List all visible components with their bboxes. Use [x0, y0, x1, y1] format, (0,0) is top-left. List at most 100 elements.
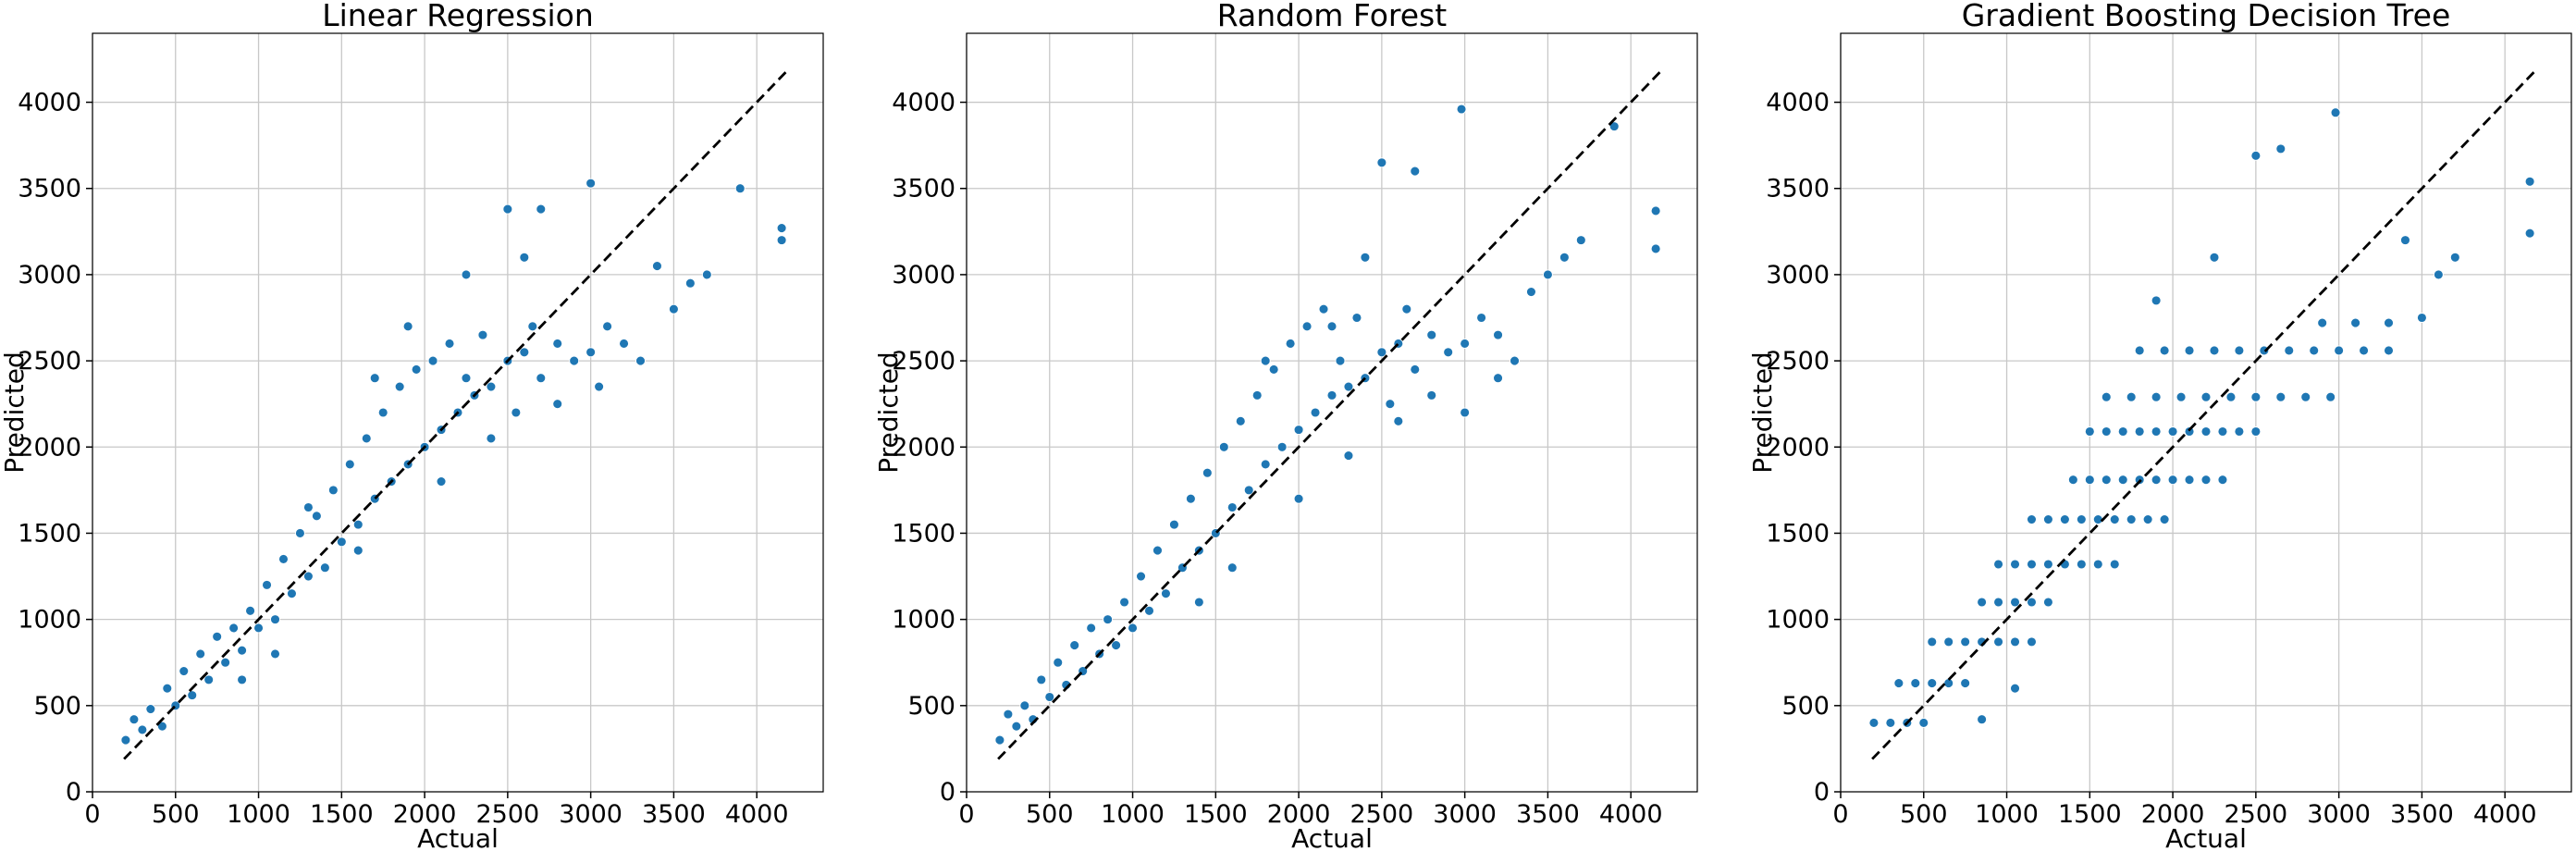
data-point	[1185, 493, 1196, 504]
data-point	[302, 502, 314, 512]
y-tick-label: 3000	[1766, 261, 1830, 290]
data-point	[237, 674, 248, 685]
data-point	[552, 339, 563, 349]
data-point	[2092, 559, 2103, 570]
data-point	[2027, 636, 2037, 648]
plot-frame	[966, 32, 1698, 793]
data-point	[302, 571, 314, 582]
data-point	[2250, 426, 2262, 437]
data-point	[262, 579, 272, 590]
data-point	[2384, 345, 2394, 356]
y-tick-label: 500	[1781, 692, 1830, 721]
data-point	[2524, 228, 2535, 239]
data-point	[552, 399, 563, 410]
y-tick-label: 1000	[1766, 606, 1830, 635]
data-point	[2225, 391, 2237, 402]
data-point	[2076, 514, 2087, 524]
data-point	[137, 724, 148, 735]
data-point	[2151, 426, 2162, 437]
data-point	[1251, 389, 1263, 401]
y-tick-label: 1500	[892, 519, 955, 548]
data-point	[1510, 355, 1520, 366]
data-point	[1410, 166, 1421, 177]
x-tick-label: 500	[1026, 800, 1074, 829]
data-point	[2109, 559, 2120, 570]
data-point	[2010, 636, 2020, 648]
data-point	[2159, 345, 2170, 356]
data-point	[2042, 597, 2053, 608]
data-point	[2084, 426, 2095, 437]
data-point	[1343, 381, 1354, 392]
data-point	[1493, 329, 1503, 340]
data-point	[2175, 391, 2187, 402]
data-point	[1326, 321, 1337, 332]
data-point	[2027, 559, 2037, 570]
data-point	[1260, 459, 1271, 470]
data-point	[1086, 623, 1097, 634]
y-tick-label: 2500	[18, 347, 81, 376]
data-point	[1326, 389, 1337, 401]
data-point	[994, 734, 1005, 746]
data-point	[2134, 426, 2145, 437]
data-point	[1460, 339, 1471, 349]
data-point	[1011, 721, 1022, 732]
x-tick-label: 1000	[1975, 800, 2039, 829]
y-tick-label: 3000	[18, 261, 81, 290]
data-point	[2084, 475, 2095, 486]
data-point	[1927, 636, 1938, 648]
data-point	[1226, 502, 1238, 512]
data-point	[344, 459, 355, 470]
data-point	[1393, 415, 1404, 426]
data-point	[1376, 157, 1387, 168]
x-tick-label: 1500	[310, 800, 374, 829]
data-point	[1136, 571, 1146, 582]
data-point	[619, 339, 629, 349]
data-point	[1460, 407, 1471, 418]
data-point	[120, 734, 131, 746]
data-point	[336, 536, 347, 548]
data-point	[668, 303, 679, 314]
y-tick-label: 1500	[1766, 519, 1830, 548]
data-point	[1111, 640, 1122, 651]
data-point	[2101, 426, 2112, 437]
data-point	[1608, 121, 1620, 132]
data-point	[1343, 450, 1354, 462]
data-point	[1019, 700, 1030, 711]
data-point	[1960, 636, 1971, 648]
data-point	[278, 553, 289, 564]
data-point	[1385, 399, 1396, 410]
data-point	[2209, 252, 2220, 263]
data-point	[1235, 415, 1246, 426]
chart-title: Gradient Boosting Decision Tree	[1962, 0, 2451, 33]
data-point	[2433, 269, 2444, 280]
x-tick-label: 2000	[1267, 800, 1331, 829]
data-point	[245, 605, 256, 616]
data-point	[1885, 718, 1896, 728]
data-point	[294, 528, 305, 538]
data-point	[2027, 597, 2037, 608]
data-point	[2200, 426, 2212, 437]
y-tick-label: 2500	[892, 347, 955, 376]
x-tick-label: 500	[1900, 800, 1948, 829]
y-tick-label: 1000	[892, 606, 955, 635]
data-point	[1868, 718, 1880, 728]
x-tick-label: 4000	[2473, 800, 2537, 829]
chart-title: Random Forest	[1217, 0, 1447, 33]
x-tick-label: 2500	[476, 800, 540, 829]
data-point	[394, 381, 405, 392]
data-point	[486, 381, 497, 392]
x-tick-label: 1500	[1184, 800, 1248, 829]
data-point	[1943, 636, 1954, 648]
data-point	[502, 204, 513, 215]
x-tick-label: 0	[84, 800, 100, 829]
data-point	[402, 321, 413, 332]
x-tick-label: 4000	[725, 800, 789, 829]
y-tick-label: 1500	[18, 519, 81, 548]
data-point	[1993, 597, 2004, 608]
data-point	[1526, 287, 1536, 297]
data-point	[1128, 623, 1138, 634]
data-point	[2159, 514, 2170, 524]
data-point	[361, 433, 372, 444]
y-axis-label: Predicted	[1747, 352, 1778, 473]
